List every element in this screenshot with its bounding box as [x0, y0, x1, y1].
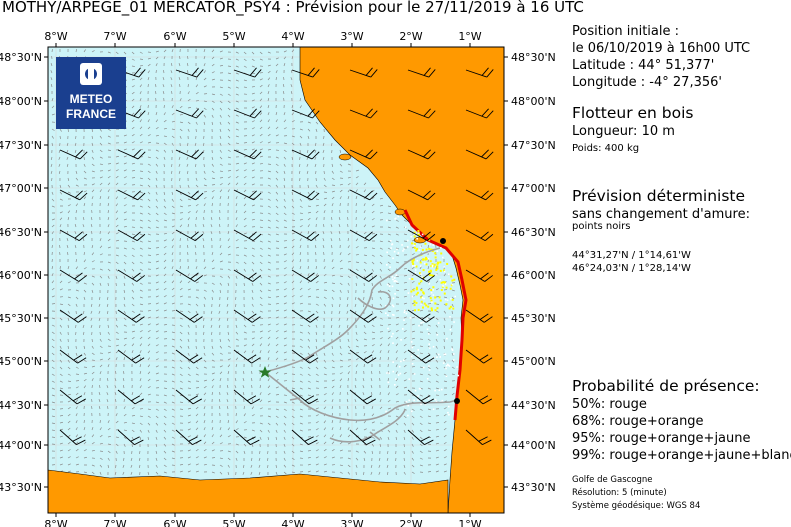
- lon-label-bottom: 2°W: [399, 518, 422, 527]
- footer-resolution: Résolution: 5 (minute): [572, 488, 667, 498]
- lon-label-top: 5°W: [222, 30, 245, 43]
- lat-label-left: 48°30'N: [0, 51, 42, 64]
- lon-label-bottom: 6°W: [163, 518, 186, 527]
- longitude-labels-top: 8°W 7°W 6°W 5°W 4°W 3°W 2°W 1°W: [44, 30, 481, 43]
- lat-label-left: 48°00'N: [0, 95, 42, 108]
- lat-label-right: 47°30'N: [511, 139, 556, 152]
- initial-latitude: Latitude : 44° 51,377': [572, 58, 715, 73]
- probability-item: 50%: rouge: [572, 397, 647, 412]
- footer-geodetic: Système géodésique: WGS 84: [572, 501, 701, 511]
- lat-label-right: 44°30'N: [511, 399, 556, 412]
- lon-label-bottom: 4°W: [281, 518, 304, 527]
- lat-label-right: 48°30'N: [511, 51, 556, 64]
- probability-item: 68%: rouge+orange: [572, 414, 704, 429]
- axis-ticks: [44, 43, 508, 517]
- meteo-france-logo: METEO FRANCE: [56, 57, 126, 129]
- lat-label-right: 48°00'N: [511, 95, 556, 108]
- initial-longitude: Longitude : -4° 27,356': [572, 75, 722, 90]
- lat-label-left: 46°00'N: [0, 269, 42, 282]
- lon-label-bottom: 7°W: [103, 518, 126, 527]
- forecast-sub2: points noirs: [572, 221, 631, 232]
- lat-label-right: 43°30'N: [511, 481, 556, 494]
- deterministic-point-2: [454, 398, 460, 404]
- island-belle-ile: [338, 153, 352, 161]
- lat-label-right: 46°30'N: [511, 226, 556, 239]
- forecast-heading: Prévision déterministe: [572, 187, 746, 205]
- lat-label-left: 47°30'N: [0, 139, 42, 152]
- drift-tracks: [264, 247, 458, 443]
- initial-position-star: [258, 366, 272, 378]
- lat-label-right: 47°00'N: [511, 182, 556, 195]
- lon-label-bottom: 8°W: [44, 518, 67, 527]
- lat-label-left: 45°30'N: [0, 312, 42, 325]
- lon-label-top: 2°W: [399, 30, 422, 43]
- lat-label-left: 47°00'N: [0, 182, 42, 195]
- lon-label-bottom: 5°W: [222, 518, 245, 527]
- footer-region: Golfe de Gascogne: [572, 475, 653, 485]
- forecast-point1: 44°31,27'N / 1°14,61'W: [572, 250, 691, 261]
- probability-item: 95%: rouge+orange+jaune: [572, 431, 751, 446]
- logo-line2: FRANCE: [66, 107, 116, 121]
- lat-label-left: 45°00'N: [0, 355, 42, 368]
- island-yeu: [394, 208, 406, 216]
- deterministic-point-1: [440, 238, 446, 244]
- float-weight: Poids: 400 kg: [572, 143, 640, 154]
- lat-label-left: 44°00'N: [0, 439, 42, 452]
- probability-yellow-zone: [410, 230, 456, 312]
- lat-label-right: 45°00'N: [511, 355, 556, 368]
- probability-red-zone: [403, 209, 468, 421]
- probability-heading: Probabilité de présence:: [572, 377, 760, 395]
- lat-label-left: 44°30'N: [0, 399, 42, 412]
- land-spain: [47, 469, 449, 514]
- lat-label-left: 46°30'N: [0, 226, 42, 239]
- float-name: Flotteur en bois: [572, 104, 694, 122]
- lat-label-right: 44°00'N: [511, 439, 556, 452]
- map-frame: [47, 46, 505, 514]
- lon-label-top: 3°W: [340, 30, 363, 43]
- probability-item: 99%: rouge+orange+jaune+blanc: [572, 448, 791, 463]
- lat-label-right: 45°30'N: [511, 312, 556, 325]
- lon-label-top: 7°W: [103, 30, 126, 43]
- forecast-sub1: sans changement d'amure:: [572, 207, 750, 222]
- lat-label-right: 46°00'N: [511, 269, 556, 282]
- lon-label-bottom: 1°W: [458, 518, 481, 527]
- drift-map: 8°W 7°W 6°W 5°W 4°W 3°W 2°W 1°W 8°W 7°W 6°W 5°W 4°W…: [0, 30, 556, 527]
- initial-heading: Position initiale :: [572, 24, 680, 39]
- lon-label-bottom: 3°W: [340, 518, 363, 527]
- map-title: MOTHY/ARPEGE_01 MERCATOR_PSY4 : Prévisio…: [2, 0, 584, 16]
- latitude-labels-right: 48°30'N 48°00'N 47°30'N 47°00'N 46°30'N 46°00…: [511, 51, 556, 494]
- lat-label-left: 43°30'N: [0, 481, 42, 494]
- latitude-labels-left: 48°30'N 48°00'N 47°30'N 47°00'N 46°30'N 46°00…: [0, 51, 42, 494]
- lon-label-top: 1°W: [458, 30, 481, 43]
- probability-white-zone: [385, 215, 460, 417]
- lon-label-top: 6°W: [163, 30, 186, 43]
- lon-label-top: 4°W: [281, 30, 304, 43]
- float-length: Longueur: 10 m: [572, 124, 675, 139]
- forecast-point2: 46°24,03'N / 1°28,14'W: [572, 263, 691, 274]
- longitude-labels-bottom: 8°W 7°W 6°W 5°W 4°W 3°W 2°W 1°W: [44, 518, 481, 527]
- initial-date: le 06/10/2019 à 16h00 UTC: [572, 41, 751, 56]
- logo-line1: METEO: [70, 92, 113, 106]
- lon-label-top: 8°W: [44, 30, 67, 43]
